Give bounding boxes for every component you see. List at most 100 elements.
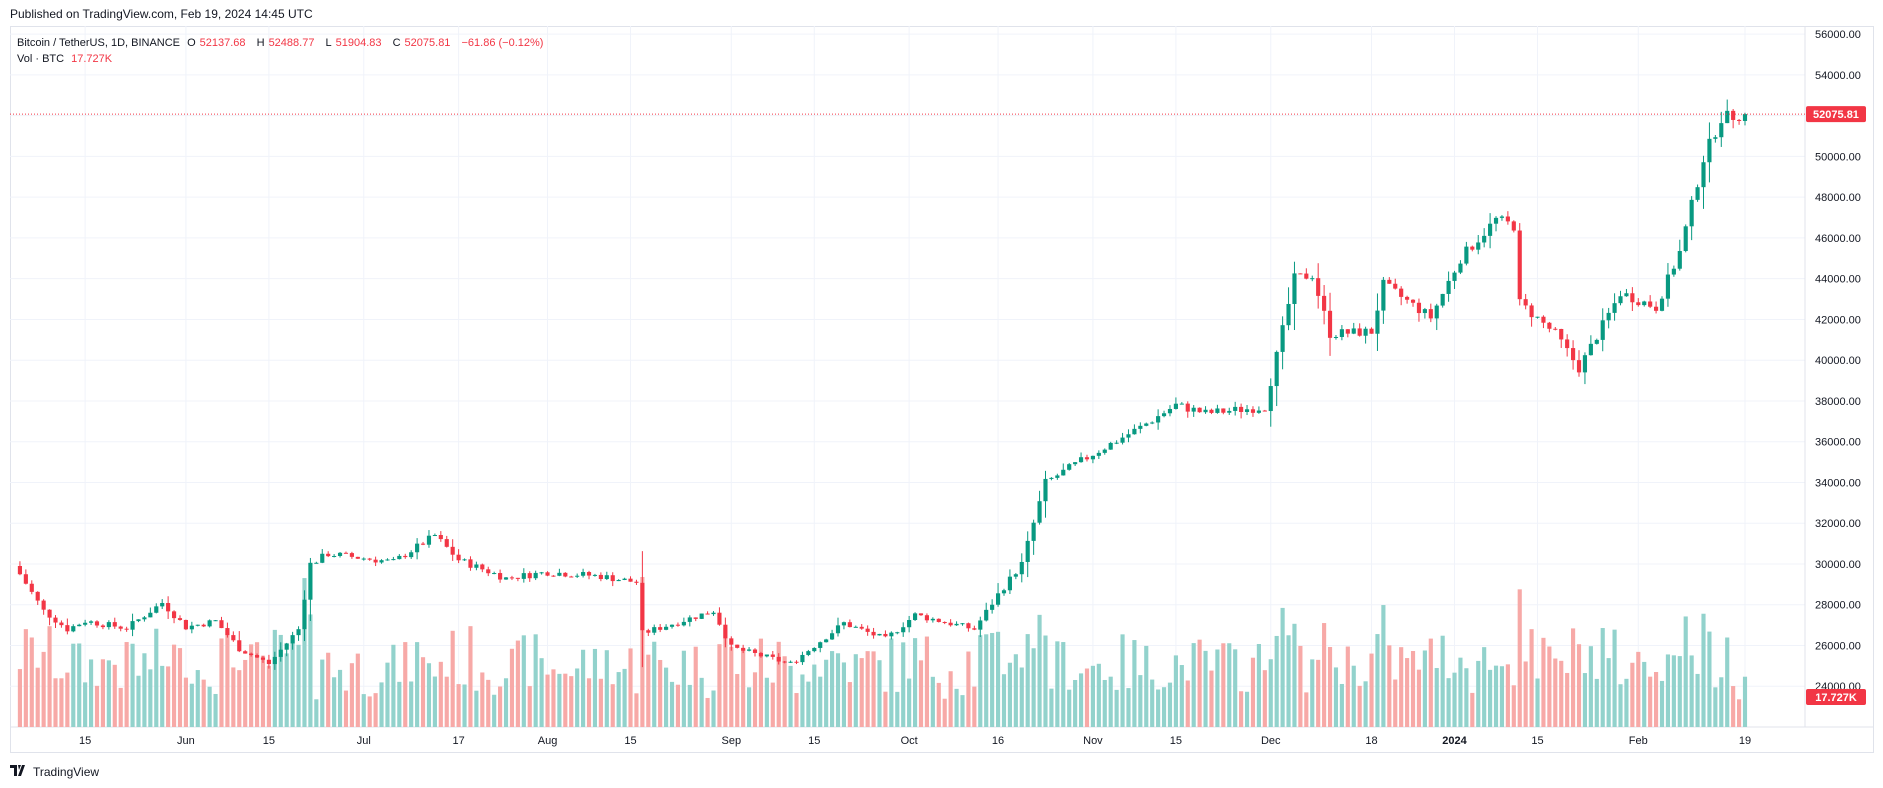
volume-bar [1108, 676, 1113, 727]
volume-bar [1167, 682, 1173, 727]
candle-body [1102, 449, 1107, 453]
candle-body [1120, 437, 1125, 443]
candle-body [675, 624, 681, 626]
time-tick-label: 19 [1739, 735, 1751, 747]
time-tick-label: Oct [901, 735, 918, 747]
volume-bar [480, 672, 485, 727]
volume-bar [1179, 665, 1184, 727]
candle-body [717, 612, 722, 625]
volume-bar [711, 690, 716, 727]
candle-body [498, 573, 503, 580]
candle-body [1031, 522, 1036, 541]
open-value: 52137.68 [199, 37, 246, 49]
chart-frame[interactable] [10, 26, 1874, 753]
candle-body [1452, 272, 1457, 281]
tradingview-logo[interactable]: TradingView [10, 764, 99, 779]
volume-bar [379, 682, 384, 727]
candle-body [480, 564, 485, 570]
volume-bar [889, 638, 894, 727]
candle-body [1618, 296, 1623, 304]
volume-bar [1078, 673, 1084, 727]
candle-body [148, 612, 153, 618]
volume-bar [100, 659, 105, 727]
candle-body [901, 627, 906, 633]
time-tick-label: 15 [1170, 735, 1182, 747]
candle-body [705, 613, 710, 615]
volume-bar [29, 637, 34, 727]
volume-tag [1806, 689, 1866, 705]
candle-body [207, 620, 212, 627]
volume-bar [1612, 629, 1617, 727]
candle-body [47, 609, 52, 618]
candle-body [272, 656, 277, 665]
volume-bar [705, 697, 710, 727]
candle-body [225, 628, 230, 636]
candle-body [88, 621, 94, 623]
candle-body [800, 654, 805, 663]
close-label: C [392, 37, 401, 49]
volume-bar [1588, 646, 1593, 727]
time-tick-label: 18 [1365, 735, 1377, 747]
candle-body [782, 661, 787, 663]
candle-body [1648, 301, 1653, 307]
candle-body [136, 619, 141, 622]
candle-body [53, 617, 58, 623]
candle-body [77, 624, 82, 627]
volume-bar [1624, 678, 1629, 727]
candle-body [94, 621, 100, 626]
candle-body [1250, 409, 1256, 413]
candle-body [29, 583, 34, 592]
volume-bar [308, 614, 313, 727]
volume-bar [681, 650, 686, 727]
candle-body [1161, 413, 1167, 417]
volume-bar [1464, 668, 1469, 727]
candle-body [835, 625, 841, 634]
candle-body [100, 625, 105, 628]
volume-bar [207, 686, 212, 727]
candle-body [1114, 442, 1119, 444]
time-tick-label: Sep [722, 735, 742, 747]
candle-body [752, 649, 758, 653]
volume-bar [1001, 674, 1007, 727]
volume-bar [509, 648, 515, 727]
candle-body [397, 555, 402, 560]
ohlc-row: Bitcoin / TetherUS, 1D, BINANCE O 52137.6… [17, 35, 547, 51]
candle-body [1683, 226, 1688, 252]
candle-body [1689, 199, 1694, 227]
candle-body [171, 611, 177, 619]
candle-body [978, 620, 983, 630]
candle-body [1073, 462, 1078, 465]
candle-body [35, 591, 40, 601]
volume-row: Vol · BTC 17.727K [17, 51, 547, 67]
time-tick-label: Nov [1083, 735, 1103, 747]
volume-bar [652, 641, 657, 727]
volume-bar [1742, 676, 1748, 727]
volume-bar [355, 653, 360, 727]
candle-body [1345, 329, 1350, 334]
candle-body [1167, 408, 1173, 414]
volume-bar [1571, 628, 1576, 727]
volume-bar [729, 646, 734, 727]
volume-bar [1523, 661, 1528, 727]
candle-body [391, 559, 396, 561]
chart-legend: Bitcoin / TetherUS, 1D, BINANCE O 52137.6… [17, 35, 547, 67]
volume-bar [503, 678, 509, 727]
volume-bar [1683, 616, 1688, 727]
price-tick-label: 32000.00 [1815, 518, 1861, 530]
change-value: −61.86 (−0.12%) [461, 37, 544, 49]
candle-body [1482, 235, 1487, 243]
candle-body [1132, 428, 1137, 435]
candle-body [1084, 457, 1090, 460]
candle-body [521, 573, 526, 579]
price-tick-label: 34000.00 [1815, 477, 1861, 489]
candle-body [883, 633, 888, 637]
volume-bar [83, 682, 88, 727]
volume-bar [1422, 650, 1427, 727]
candle-body [415, 543, 420, 553]
volume-bar [942, 698, 947, 727]
time-tick-label: 2024 [1442, 735, 1467, 747]
volume-bar [1298, 645, 1303, 727]
volume-bar [213, 693, 218, 727]
volume-bar [420, 657, 426, 727]
